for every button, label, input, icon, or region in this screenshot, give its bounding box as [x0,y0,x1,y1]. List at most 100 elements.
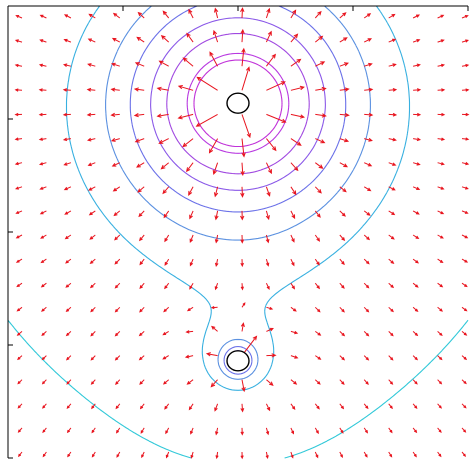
field-arrow-317 [339,403,345,410]
field-arrow-148 [388,186,396,191]
field-arrow-139 [162,186,170,195]
field-arrow-185 [363,234,371,241]
field-arrow-194 [114,258,121,265]
field-arrow-117 [87,162,96,167]
field-arrow-322 [461,403,467,409]
field-arrow-175 [114,234,121,241]
contour-line-6 [186,52,290,367]
field-arrow-346 [116,451,121,458]
field-arrow-76 [14,112,23,117]
field-arrow-213 [114,282,121,289]
field-arrow-340 [437,427,442,433]
field-arrow-178 [189,234,194,243]
field-arrow-266 [17,355,23,361]
field-arrow-159 [189,210,194,220]
field-arrow-251 [114,331,121,337]
field-arrow-104 [241,138,246,158]
field-arrow-292 [186,379,194,385]
field-arrow-345 [91,451,96,458]
field-arrow-118 [111,162,121,167]
field-arrow-45 [182,57,194,67]
field-arrow-83 [177,113,194,120]
field-arrow-154 [64,210,72,215]
field-arrow-113 [461,137,470,141]
field-arrow-171 [15,234,23,239]
field-arrow-323 [17,427,23,433]
field-arrow-330 [190,427,194,435]
field-arrow-282 [412,355,419,361]
field-arrow-5 [137,11,145,19]
field-arrow-332 [240,427,244,436]
field-arrow-43 [134,62,145,67]
field-arrow-22 [87,38,96,43]
field-arrow-349 [190,451,194,459]
field-arrow-24 [136,36,145,43]
field-arrow-327 [115,427,121,434]
field-arrow-149 [412,186,421,190]
field-arrow-59 [62,88,71,92]
field-arrow-58 [38,88,47,92]
field-arrow-151 [461,186,469,190]
field-arrow-224 [388,282,395,289]
field-arrow-162 [265,210,270,221]
field-arrow-199 [240,259,244,268]
field-arrow-146 [339,186,347,193]
field-arrow-289 [115,379,121,385]
field-arrow-87 [290,113,306,119]
field-arrow-2 [63,14,72,19]
field-arrow-223 [363,282,370,289]
field-arrow-55 [437,63,446,68]
field-arrow-242 [363,306,370,313]
field-arrow-220 [290,282,296,290]
field-arrow-1 [39,14,47,19]
field-arrow-227 [461,282,468,288]
field-arrow-56 [461,63,470,68]
field-arrow-120 [160,162,170,170]
field-arrow-205 [388,258,395,264]
field-arrow-11 [290,9,297,19]
field-arrow-230 [65,306,72,313]
field-arrow-192 [65,258,72,264]
field-arrow-286 [41,379,47,385]
field-arrow-305 [42,403,47,409]
field-arrow-167 [388,210,396,216]
field-arrow-95 [14,137,23,141]
field-arrow-33 [363,38,373,43]
field-arrow-93 [437,112,446,117]
field-arrow-53 [388,63,397,67]
field-arrow-267 [41,355,47,361]
field-arrow-277 [290,355,299,359]
charge-markers [226,92,250,372]
field-arrow-68 [290,85,305,91]
field-arrow-17 [437,14,445,19]
field-arrow-358 [412,451,417,458]
field-arrow-62 [133,87,145,92]
field-arrow-128 [363,162,373,167]
field-arrow-234 [163,306,170,313]
field-arrow-107 [315,138,326,144]
field-arrow-329 [165,427,170,435]
field-arrow-75 [461,88,470,92]
field-arrow-91 [388,112,398,117]
field-arrow-262 [388,331,394,337]
field-arrow-99 [110,137,120,142]
field-arrow-109 [364,137,373,142]
field-arrow-51 [339,62,349,67]
field-arrow-47 [241,47,246,67]
field-arrow-168 [412,210,420,215]
field-arrow-350 [215,451,219,460]
field-arrow-49 [290,58,302,67]
field-arrow-246 [461,306,468,312]
field-arrow-244 [412,306,419,312]
field-arrow-247 [16,331,23,336]
field-arrow-7 [188,8,194,19]
field-arrow-287 [66,379,72,385]
field-arrow-123 [240,162,245,177]
field-arrow-342 [17,451,23,458]
field-arrow-64 [177,85,194,91]
field-arrow-153 [39,210,47,215]
field-arrow-61 [110,87,120,92]
field-arrow-274 [205,352,218,357]
field-arrow-158 [163,210,170,219]
field-arrow-243 [388,306,394,313]
